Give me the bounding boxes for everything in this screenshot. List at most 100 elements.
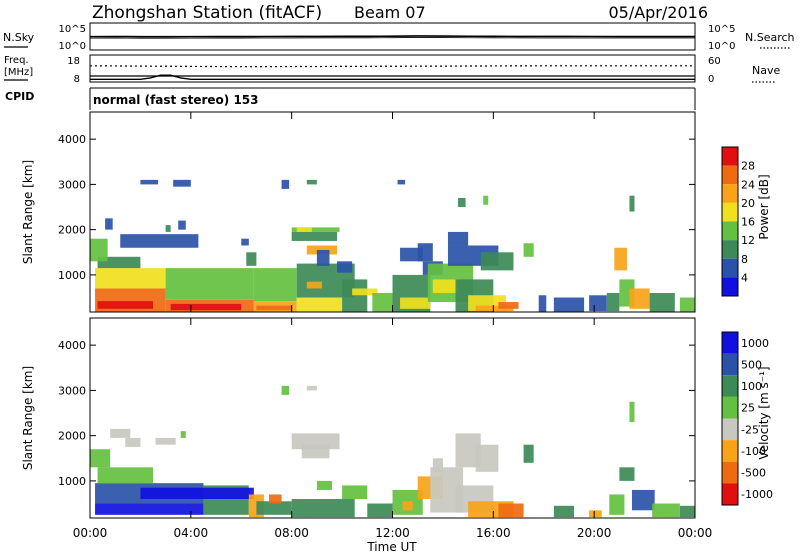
data-cell [538,295,547,312]
power-colorbar-label: Power [dB] [757,174,771,239]
freq-trace [90,74,695,81]
data-cell [397,179,406,185]
y-tick-label: 2000 [58,224,86,237]
data-cell [256,305,292,311]
nsearch-tick-bottom: 10^0 [708,41,735,52]
colorbar-swatch [722,147,738,166]
data-cell [178,220,186,230]
data-cell [432,279,459,293]
data-cell [256,501,292,515]
data-cell [447,231,469,246]
y-tick-label: 3000 [58,384,86,397]
data-cell [97,301,154,309]
data-cell [90,449,111,468]
data-cell [306,179,317,185]
data-cell [342,279,368,312]
data-cell [165,268,254,300]
power-heatmap [90,179,695,312]
colorbar-tick-label: -500 [741,467,766,480]
data-cell [291,498,355,518]
data-cell [125,437,141,447]
y-tick-label: 4000 [58,133,86,146]
colorbar-tick-label: -1000 [741,488,773,501]
power-ylabel: Slant Range [km] [21,160,35,264]
data-cell [589,295,607,312]
data-cell [180,431,186,438]
data-cell [402,501,413,511]
data-cell [352,288,378,296]
data-cell [523,444,534,463]
y-tick-label: 2000 [58,430,86,443]
data-cell [281,385,290,395]
power-colorbar: 4 8 12 16 20 24 28 [721,146,755,297]
colorbar-swatch [722,353,738,376]
colorbar-swatch [722,277,738,296]
data-cell [480,252,514,271]
data-cell [432,458,443,472]
x-tick-label: 12:00 [375,526,410,540]
y-tick-label: 3000 [58,178,86,191]
data-cell [367,503,393,518]
colorbar-swatch [722,375,738,397]
colorbar-swatch [722,396,738,419]
colorbar-tick-label: 500 [741,358,762,371]
data-cell [619,467,635,481]
colorbar-swatch [722,461,738,484]
data-cell [553,297,585,312]
data-cell [97,467,154,484]
data-cell [475,444,499,472]
data-cell [679,505,695,518]
data-cell [342,485,368,499]
colorbar-swatch [722,240,738,259]
data-cell [296,297,343,312]
data-cell [241,238,249,246]
data-cell [291,231,338,241]
nsky-tick-bottom: 10^0 [59,41,86,52]
data-cell [629,195,635,212]
data-cell [296,227,312,232]
nsky-tick-top: 10^5 [59,24,86,35]
data-cell [140,179,159,185]
data-cell [306,385,317,391]
colorbar-tick-label: 20 [741,197,755,210]
x-tick-label: 16:00 [476,526,511,540]
data-cell [246,252,257,266]
freq-label: Freq. [4,55,29,66]
y-tick-label: 1000 [58,269,86,282]
data-cell [400,297,431,309]
x-tick-label: 04:00 [174,526,209,540]
data-cell [337,261,353,273]
nsearch-label: N.Search [745,31,795,44]
velocity-colorbar: 1000 500 100 25 -25 -100 -500 -1000 [721,331,773,506]
x-tick-label: 00:00 [678,526,713,540]
colorbar-swatch [722,202,738,222]
data-cell [589,510,602,518]
colorbar-swatch [722,165,738,185]
data-cell [165,225,171,232]
data-cell [110,428,131,438]
colorbar-tick-label: 25 [741,402,755,415]
nave-label: Nave [752,64,780,77]
cpid-value: normal (fast stereo) 153 [93,93,259,107]
colorbar-frame [721,146,739,297]
colorbar-tick-label: -100 [741,445,766,458]
data-cell [155,437,176,445]
data-cell [629,401,635,423]
data-cell [400,247,423,262]
velocity-ylabel: Slant Range [km] [21,366,35,470]
nsky-label: N.Sky [3,31,35,44]
x-tick-label: 20:00 [577,526,612,540]
cpid-label: CPID [5,90,34,103]
data-cell [475,305,514,312]
nsearch-tick-top: 10^5 [708,24,735,35]
nave-trace [89,65,695,68]
nsearch-trace [89,37,695,39]
data-cell [679,297,695,312]
x-axis-label: Time UT [366,540,417,554]
colorbar-tick-label: 100 [741,380,762,393]
velocity-y-ticks: 1000 2000 3000 4000 [58,339,695,488]
colorbar-swatch [722,221,738,241]
colorbar-frame [721,331,739,506]
colorbar-tick-label: 16 [741,216,755,229]
